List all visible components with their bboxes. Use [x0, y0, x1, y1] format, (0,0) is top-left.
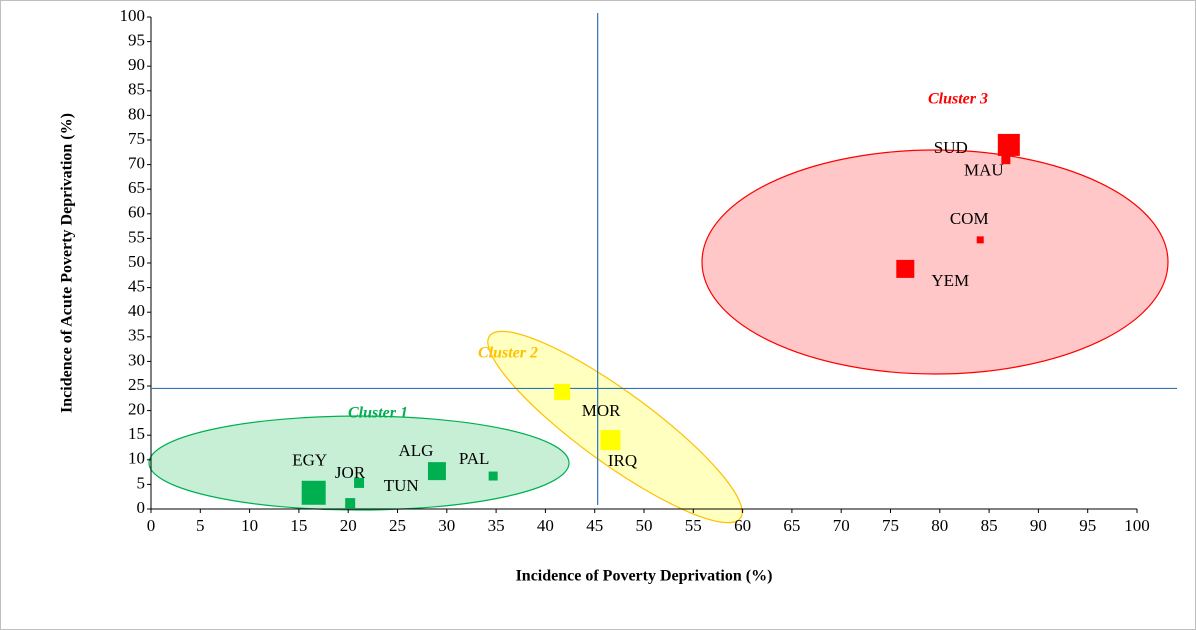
data-point	[345, 498, 356, 509]
point-label: MOR	[582, 401, 621, 420]
y-tick-label: 30	[128, 350, 145, 369]
y-tick-label: 40	[128, 301, 145, 320]
y-tick-label: 25	[128, 375, 145, 394]
x-tick-label: 65	[783, 516, 800, 535]
y-tick-label: 80	[128, 104, 145, 123]
cluster-label: Cluster 3	[928, 91, 988, 108]
data-point	[1001, 155, 1011, 165]
x-tick-label: 10	[241, 516, 258, 535]
x-tick-label: 50	[636, 516, 653, 535]
x-tick-label: 75	[882, 516, 899, 535]
point-label: EGY	[292, 451, 327, 470]
cluster-ellipse	[487, 330, 743, 524]
x-tick-label: 15	[290, 516, 307, 535]
x-tick-label: 30	[438, 516, 455, 535]
x-tick-label: 45	[586, 516, 603, 535]
y-tick-label: 75	[128, 129, 145, 148]
x-tick-label: 100	[1124, 516, 1150, 535]
point-label: COM	[950, 209, 989, 228]
y-tick-label: 55	[128, 227, 145, 246]
x-axis-title: Incidence of Poverty Deprivation (%)	[516, 568, 773, 585]
point-label: ALG	[398, 441, 433, 460]
x-tick-label: 90	[1030, 516, 1047, 535]
y-tick-label: 65	[128, 178, 145, 197]
data-point	[488, 471, 498, 481]
x-tick-label: 60	[734, 516, 751, 535]
x-tick-label: 0	[147, 516, 156, 535]
point-label: IRQ	[608, 451, 637, 470]
cluster-label: Cluster 2	[478, 345, 538, 362]
y-tick-label: 85	[128, 80, 145, 99]
y-tick-label: 15	[128, 424, 145, 443]
y-tick-label: 50	[128, 252, 145, 271]
x-tick-label: 25	[389, 516, 406, 535]
y-tick-label: 10	[128, 449, 145, 468]
data-point	[600, 430, 621, 451]
point-label: SUD	[934, 138, 968, 157]
x-tick-label: 70	[833, 516, 850, 535]
point-label: TUN	[384, 476, 419, 495]
cluster-label: Cluster 1	[348, 405, 408, 422]
x-tick-label: 80	[931, 516, 948, 535]
x-tick-label: 85	[981, 516, 998, 535]
x-tick-label: 35	[488, 516, 505, 535]
x-tick-label: 40	[537, 516, 554, 535]
data-point	[554, 383, 571, 400]
x-tick-label: 5	[196, 516, 205, 535]
y-tick-label: 45	[128, 277, 145, 296]
y-tick-label: 5	[137, 473, 146, 492]
point-label: MAU	[964, 161, 1004, 180]
y-tick-label: 70	[128, 154, 145, 173]
y-tick-label: 35	[128, 326, 145, 345]
data-point	[354, 477, 365, 488]
point-label: YEM	[931, 271, 969, 290]
y-axis-title: Incidence of Acute Poverty Deprivation (…	[59, 113, 76, 413]
y-tick-label: 20	[128, 400, 145, 419]
data-point	[997, 133, 1020, 156]
cluster-ellipse	[148, 415, 570, 511]
x-tick-label: 95	[1079, 516, 1096, 535]
point-label: PAL	[459, 449, 490, 468]
y-tick-label: 60	[128, 203, 145, 222]
data-point	[427, 462, 446, 481]
x-tick-label: 20	[340, 516, 357, 535]
cluster-ellipse	[701, 149, 1169, 375]
y-tick-label: 0	[137, 498, 146, 517]
data-point	[301, 480, 326, 505]
y-tick-label: 95	[128, 31, 145, 50]
y-tick-label: 90	[128, 55, 145, 74]
data-point	[976, 236, 984, 244]
x-tick-label: 55	[685, 516, 702, 535]
data-point	[896, 259, 915, 278]
y-tick-label: 100	[120, 6, 146, 25]
point-label: JOR	[335, 463, 366, 482]
